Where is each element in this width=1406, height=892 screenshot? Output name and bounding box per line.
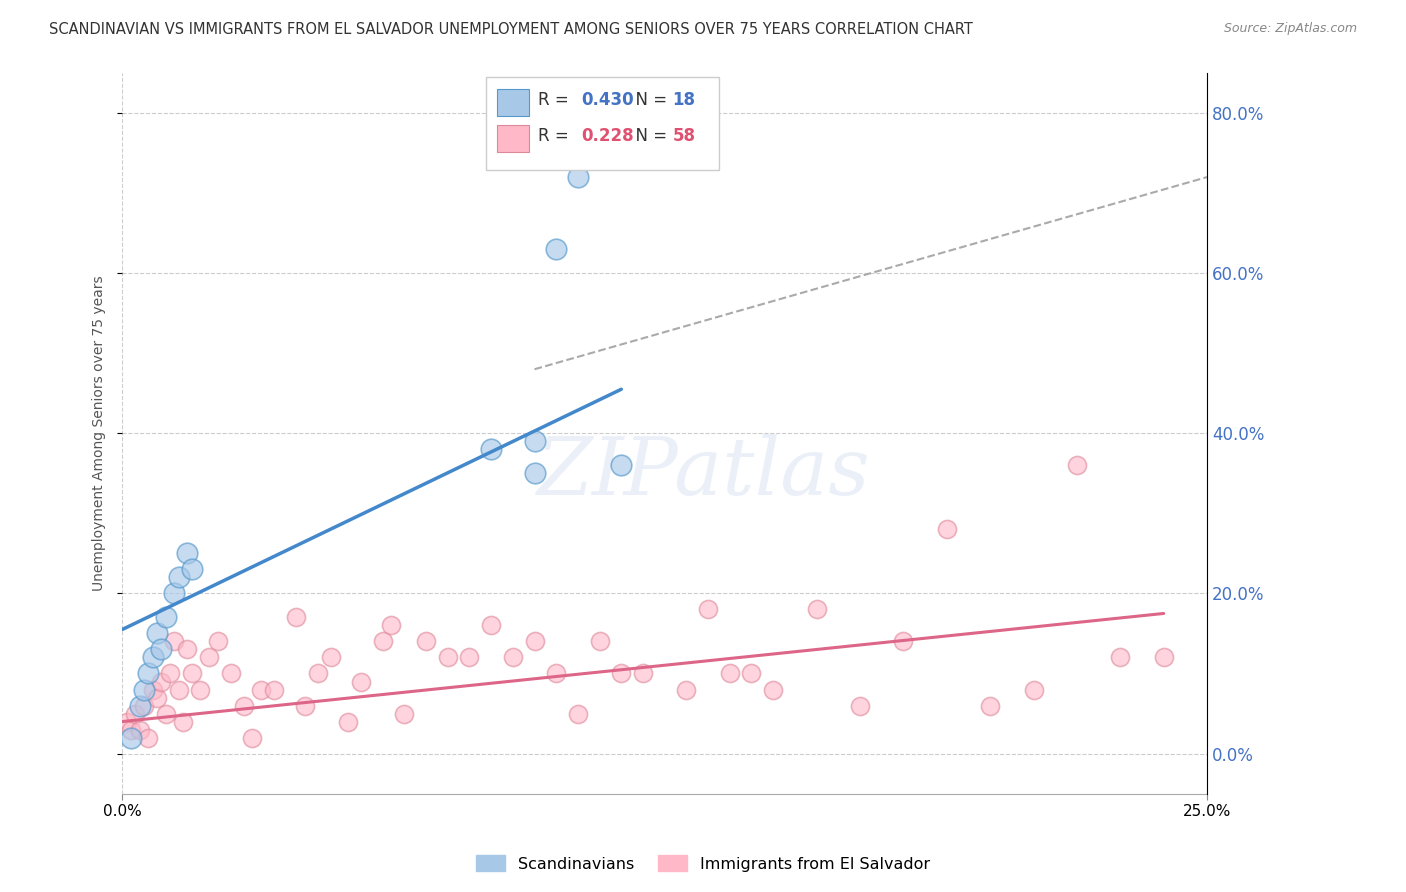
Point [124, 706, 146, 721]
Point [979, 698, 1001, 713]
Point [142, 682, 165, 697]
Point [567, 706, 589, 721]
Point [380, 618, 402, 632]
Point [631, 666, 654, 681]
Point [546, 666, 568, 681]
Point [150, 642, 173, 657]
Point [155, 610, 177, 624]
Point [155, 706, 177, 721]
Point [167, 570, 190, 584]
Point [115, 714, 138, 729]
Point [1109, 650, 1132, 665]
Point [458, 650, 481, 665]
Point [180, 562, 202, 576]
Point [336, 714, 359, 729]
Point [479, 442, 502, 457]
Legend: Scandinavians, Immigrants from El Salvador: Scandinavians, Immigrants from El Salvad… [468, 847, 938, 880]
Point [146, 626, 169, 640]
Point [740, 666, 762, 681]
Point [546, 242, 568, 256]
Point [588, 634, 610, 648]
Text: N =: N = [624, 91, 672, 110]
Text: R =: R = [537, 91, 574, 110]
Point [415, 634, 437, 648]
Point [180, 666, 202, 681]
Point [284, 610, 307, 624]
Point [350, 674, 373, 689]
Point [849, 698, 872, 713]
FancyBboxPatch shape [485, 77, 718, 170]
Point [436, 650, 458, 665]
Point [610, 458, 633, 473]
Point [1022, 682, 1045, 697]
Point [167, 682, 190, 697]
Point [142, 650, 165, 665]
Text: ZIPatlas: ZIPatlas [536, 434, 870, 511]
Text: 58: 58 [672, 128, 696, 145]
Point [242, 731, 264, 745]
Point [762, 682, 785, 697]
Point [132, 698, 155, 713]
Point [120, 723, 142, 737]
Point [146, 690, 169, 705]
Point [232, 698, 254, 713]
Point [806, 602, 828, 616]
Point [523, 434, 546, 449]
FancyBboxPatch shape [496, 89, 529, 116]
Point [207, 634, 229, 648]
Point [502, 650, 524, 665]
Point [371, 634, 394, 648]
Point [128, 723, 150, 737]
Y-axis label: Unemployment Among Seniors over 75 years: Unemployment Among Seniors over 75 years [93, 276, 107, 591]
Point [307, 666, 329, 681]
Point [675, 682, 697, 697]
Point [138, 666, 160, 681]
Text: SCANDINAVIAN VS IMMIGRANTS FROM EL SALVADOR UNEMPLOYMENT AMONG SENIORS OVER 75 Y: SCANDINAVIAN VS IMMIGRANTS FROM EL SALVA… [49, 22, 973, 37]
Point [159, 666, 181, 681]
Text: Source: ZipAtlas.com: Source: ZipAtlas.com [1223, 22, 1357, 36]
Point [150, 674, 173, 689]
Point [250, 682, 273, 697]
Point [138, 731, 160, 745]
Point [128, 698, 150, 713]
Point [394, 706, 416, 721]
Point [263, 682, 285, 697]
Text: 0.228: 0.228 [581, 128, 634, 145]
Point [697, 602, 720, 616]
Point [523, 467, 546, 481]
Text: N =: N = [624, 128, 672, 145]
Point [479, 618, 502, 632]
Point [176, 642, 198, 657]
Point [198, 650, 221, 665]
Point [893, 634, 915, 648]
Point [718, 666, 741, 681]
Point [163, 634, 186, 648]
Point [610, 666, 633, 681]
Text: R =: R = [537, 128, 574, 145]
Text: 18: 18 [672, 91, 696, 110]
Point [319, 650, 342, 665]
Point [523, 634, 546, 648]
Point [132, 682, 155, 697]
Point [163, 586, 186, 600]
Point [176, 546, 198, 560]
Text: 0.430: 0.430 [581, 91, 634, 110]
FancyBboxPatch shape [496, 125, 529, 153]
Point [567, 170, 589, 185]
Point [219, 666, 242, 681]
Point [1066, 458, 1088, 473]
Point [1153, 650, 1175, 665]
Point [172, 714, 194, 729]
Point [120, 731, 142, 745]
Point [294, 698, 316, 713]
Point [190, 682, 212, 697]
Point [935, 522, 957, 536]
